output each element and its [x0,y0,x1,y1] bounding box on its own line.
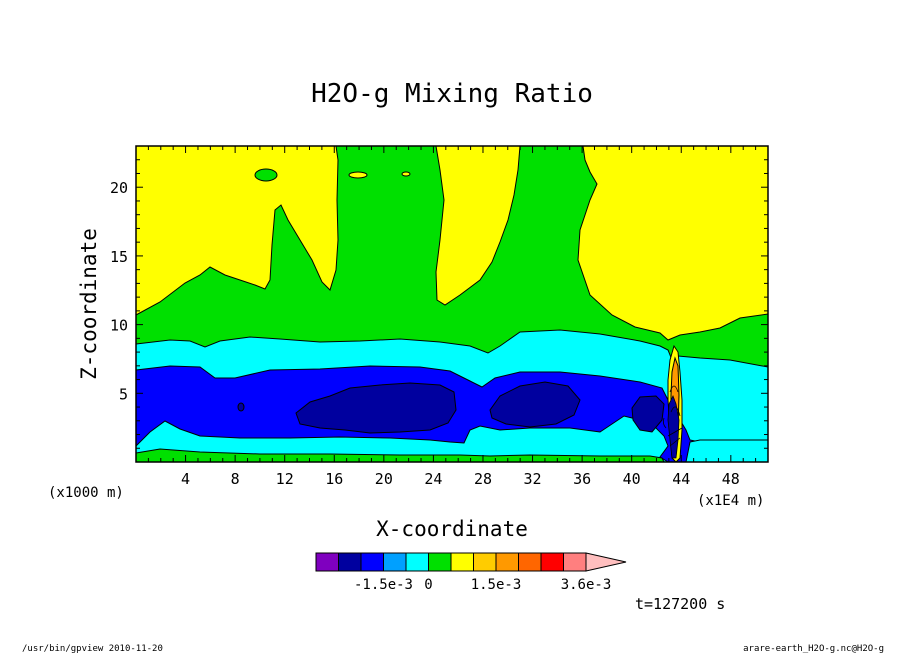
field-darkblue-cell [295,382,457,434]
chart-title: H2O-g Mixing Ratio [311,79,593,109]
y-axis: 5 10 15 20 [110,159,768,449]
colorbar-tick-labels: -1.5e-3 0 1.5e-3 3.6e-3 [354,577,611,593]
x-tick-label: 32 [524,470,542,488]
x-tick-label: 8 [231,470,240,488]
x-tick-label: 36 [573,470,591,488]
x-tick-label: 40 [623,470,641,488]
footer-right: arare-earth_H2O-g.nc@H2O-g [743,644,884,654]
field-cyan-right [685,439,768,462]
x-tick-label: 16 [325,470,343,488]
feature-darkblue-core [667,395,680,459]
x-tick-label: 12 [276,470,294,488]
x-tick-label: 20 [375,470,393,488]
time-label: t=127200 s [635,595,725,613]
x-axis: 4 8 12 16 20 24 28 32 36 40 44 48 [147,146,757,488]
field-darkblue-dot [237,402,245,412]
colorbar-swatch [360,552,384,572]
x-tick-label: 48 [722,470,740,488]
x-tick-label: 24 [424,470,442,488]
colorbar-swatch [450,552,474,572]
field-darkblue-cell [631,395,665,433]
x-tick-label: 28 [474,470,492,488]
colorbar-swatch [495,552,519,572]
feature-contours [662,385,683,447]
colorbar-swatch [518,552,542,572]
plot-area [135,145,769,463]
colorbar-swatch [338,552,362,572]
colorbar-swatch [540,552,564,572]
field-yellow-blob [348,171,368,179]
field-green-surface [136,448,665,462]
colorbar-tick-label: 1.5e-3 [471,577,522,593]
x-tick-label: 44 [672,470,690,488]
colorbar-tick-label: 0 [424,577,432,593]
colorbar [315,552,627,572]
colorbar-swatch [405,552,429,572]
footer-left: /usr/bin/gpview 2010-11-20 [22,644,163,654]
y-tick-label: 15 [110,248,128,266]
y-tick-label: 20 [110,179,128,197]
field-yellow-blob [401,171,411,177]
y-tick-label: 10 [110,317,128,335]
x-tick-label: 4 [181,470,190,488]
field-cyan-lower [136,415,669,462]
colorbar-tick-label: 3.6e-3 [561,577,612,593]
colorbar-swatch [428,552,452,572]
field-green-blob [254,168,278,182]
colorbar-swatch [563,552,587,572]
colorbar-tick-label: -1.5e-3 [354,577,413,593]
y-axis-label: Z-coordinate [77,228,101,380]
field-darkblue-cell [489,381,581,428]
colorbar-swatch [315,552,339,572]
x-scale-note: (x1E4 m) [697,493,764,509]
x-axis-label: X-coordinate [376,517,528,541]
colorbar-swatch [473,552,497,572]
colorbar-swatch [383,552,407,572]
plot-frame [135,145,769,463]
colorbar-extend-arrow [585,552,627,572]
y-tick-label: 5 [119,385,128,403]
x-unit-label: (x1000 m) [48,485,124,501]
